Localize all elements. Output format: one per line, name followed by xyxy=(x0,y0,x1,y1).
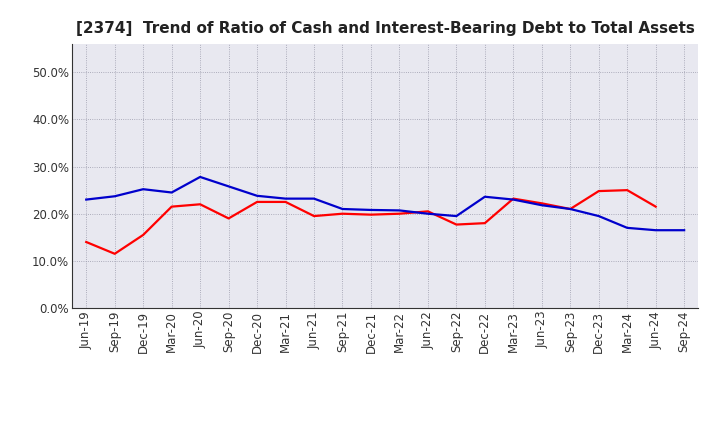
Cash xyxy=(652,204,660,209)
Title: [2374]  Trend of Ratio of Cash and Interest-Bearing Debt to Total Assets: [2374] Trend of Ratio of Cash and Intere… xyxy=(76,21,695,36)
Cash xyxy=(225,216,233,221)
Cash xyxy=(395,211,404,216)
Line: Interest-Bearing Debt: Interest-Bearing Debt xyxy=(86,177,684,230)
Interest-Bearing Debt xyxy=(537,202,546,208)
Interest-Bearing Debt xyxy=(623,225,631,231)
Cash xyxy=(196,202,204,207)
Interest-Bearing Debt xyxy=(366,207,375,213)
Cash xyxy=(167,204,176,209)
Cash xyxy=(82,239,91,245)
Cash xyxy=(338,211,347,216)
Cash xyxy=(537,201,546,206)
Interest-Bearing Debt xyxy=(423,211,432,216)
Cash xyxy=(452,222,461,227)
Cash xyxy=(480,220,489,226)
Interest-Bearing Debt xyxy=(595,213,603,219)
Interest-Bearing Debt xyxy=(452,213,461,219)
Line: Cash: Cash xyxy=(86,190,656,254)
Interest-Bearing Debt xyxy=(253,193,261,198)
Cash xyxy=(423,209,432,214)
Interest-Bearing Debt xyxy=(566,206,575,212)
Cash xyxy=(623,187,631,193)
Cash xyxy=(595,188,603,194)
Cash xyxy=(509,196,518,201)
Cash xyxy=(139,232,148,238)
Interest-Bearing Debt xyxy=(338,206,347,212)
Cash xyxy=(566,206,575,212)
Interest-Bearing Debt xyxy=(110,194,119,199)
Interest-Bearing Debt xyxy=(139,187,148,192)
Cash xyxy=(110,251,119,257)
Interest-Bearing Debt xyxy=(395,208,404,213)
Interest-Bearing Debt xyxy=(480,194,489,199)
Interest-Bearing Debt xyxy=(509,197,518,202)
Cash xyxy=(282,199,290,205)
Interest-Bearing Debt xyxy=(282,196,290,201)
Interest-Bearing Debt xyxy=(680,227,688,233)
Cash xyxy=(310,213,318,219)
Interest-Bearing Debt xyxy=(225,184,233,189)
Interest-Bearing Debt xyxy=(82,197,91,202)
Interest-Bearing Debt xyxy=(196,174,204,180)
Cash xyxy=(366,212,375,217)
Interest-Bearing Debt xyxy=(310,196,318,201)
Interest-Bearing Debt xyxy=(652,227,660,233)
Interest-Bearing Debt xyxy=(167,190,176,195)
Cash xyxy=(253,199,261,205)
